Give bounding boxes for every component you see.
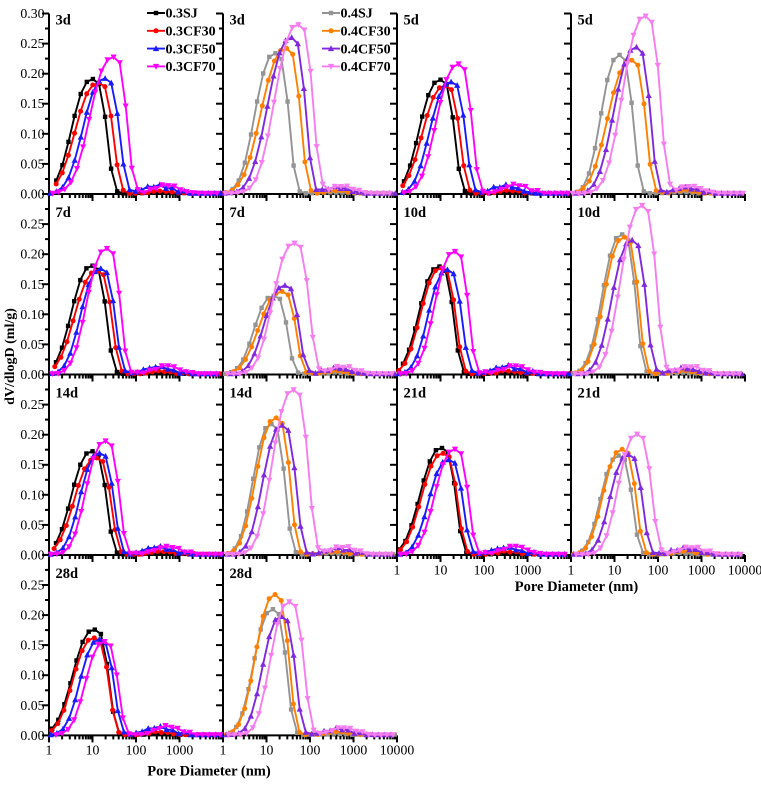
svg-text:0.10: 0.10 xyxy=(20,668,44,683)
svg-text:1000: 1000 xyxy=(514,563,542,578)
svg-text:21d: 21d xyxy=(578,386,601,402)
svg-text:1: 1 xyxy=(46,743,53,758)
svg-text:0.3CF30: 0.3CF30 xyxy=(166,25,216,40)
svg-text:1000: 1000 xyxy=(688,563,716,578)
svg-text:1: 1 xyxy=(394,563,401,578)
svg-text:28d: 28d xyxy=(230,566,253,582)
svg-text:0.15: 0.15 xyxy=(20,638,44,653)
svg-text:0.30: 0.30 xyxy=(20,6,44,21)
svg-text:10d: 10d xyxy=(578,205,601,221)
svg-text:0.25: 0.25 xyxy=(20,217,44,232)
svg-text:0.00: 0.00 xyxy=(20,367,44,382)
svg-text:10d: 10d xyxy=(404,205,427,221)
svg-text:0.20: 0.20 xyxy=(20,66,44,81)
svg-text:0.10: 0.10 xyxy=(20,126,44,141)
svg-text:1000: 1000 xyxy=(166,743,194,758)
svg-text:0.20: 0.20 xyxy=(20,427,44,442)
svg-text:100: 100 xyxy=(474,563,495,578)
svg-text:0.20: 0.20 xyxy=(20,608,44,623)
svg-text:0.20: 0.20 xyxy=(20,247,44,262)
svg-text:0.25: 0.25 xyxy=(20,397,44,412)
svg-text:0.4CF50: 0.4CF50 xyxy=(341,42,391,57)
svg-text:100: 100 xyxy=(300,743,321,758)
svg-text:0.05: 0.05 xyxy=(20,337,44,352)
svg-text:0.15: 0.15 xyxy=(20,457,44,472)
svg-text:0.25: 0.25 xyxy=(20,36,44,51)
svg-text:10000: 10000 xyxy=(380,743,415,758)
svg-text:14d: 14d xyxy=(56,386,79,402)
svg-text:Pore Diameter (nm): Pore Diameter (nm) xyxy=(515,579,639,595)
svg-text:100: 100 xyxy=(126,743,147,758)
svg-text:0.25: 0.25 xyxy=(20,578,44,593)
svg-text:1: 1 xyxy=(220,743,227,758)
svg-text:Pore Diameter (nm): Pore Diameter (nm) xyxy=(147,764,271,780)
svg-text:0.15: 0.15 xyxy=(20,96,44,111)
svg-text:7d: 7d xyxy=(56,205,71,221)
svg-text:10: 10 xyxy=(86,743,100,758)
svg-text:10: 10 xyxy=(434,563,448,578)
svg-text:0.00: 0.00 xyxy=(20,548,44,563)
svg-text:0.3CF50: 0.3CF50 xyxy=(166,42,216,57)
svg-text:0.4SJ: 0.4SJ xyxy=(341,7,373,22)
svg-text:0.4CF70: 0.4CF70 xyxy=(341,60,391,75)
svg-text:10: 10 xyxy=(608,563,622,578)
svg-text:0.15: 0.15 xyxy=(20,277,44,292)
svg-text:0.3CF70: 0.3CF70 xyxy=(166,60,216,75)
svg-text:10000: 10000 xyxy=(728,563,761,578)
svg-text:100: 100 xyxy=(648,563,669,578)
svg-text:0.05: 0.05 xyxy=(20,698,44,713)
svg-text:21d: 21d xyxy=(404,386,427,402)
svg-text:dV/dlogD (ml/g): dV/dlogD (ml/g) xyxy=(3,308,18,405)
svg-text:5d: 5d xyxy=(404,13,419,29)
svg-text:0.10: 0.10 xyxy=(20,487,44,502)
svg-text:0.3SJ: 0.3SJ xyxy=(166,7,198,22)
svg-text:14d: 14d xyxy=(230,386,253,402)
svg-text:0.05: 0.05 xyxy=(20,156,44,171)
svg-text:1000: 1000 xyxy=(340,743,368,758)
svg-text:5d: 5d xyxy=(578,13,593,29)
svg-text:1: 1 xyxy=(568,563,575,578)
svg-text:0.05: 0.05 xyxy=(20,517,44,532)
svg-text:3d: 3d xyxy=(56,13,71,29)
svg-text:0.00: 0.00 xyxy=(20,728,44,743)
svg-text:0.4CF30: 0.4CF30 xyxy=(341,25,391,40)
svg-text:7d: 7d xyxy=(230,205,245,221)
svg-text:28d: 28d xyxy=(56,566,79,582)
svg-text:0.10: 0.10 xyxy=(20,307,44,322)
svg-text:0.00: 0.00 xyxy=(20,187,44,202)
svg-text:3d: 3d xyxy=(230,13,245,29)
svg-text:10: 10 xyxy=(260,743,274,758)
